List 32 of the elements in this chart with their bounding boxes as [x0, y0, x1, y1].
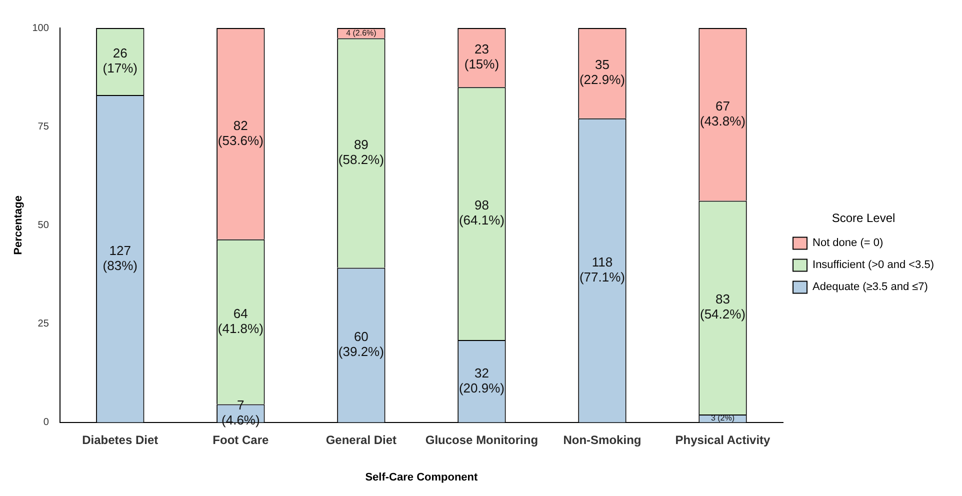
- x-tick-label: Physical Activity: [675, 432, 771, 447]
- data-label: 3 (2%): [710, 414, 735, 423]
- y-tick-label: 0: [43, 417, 50, 428]
- y-tick-label: 50: [38, 220, 50, 231]
- legend-label: Not done (= 0): [812, 237, 884, 250]
- y-tick-label: 100: [32, 22, 50, 34]
- x-axis-title: Self-Care Component: [365, 471, 478, 484]
- x-tick-label: Diabetes Diet: [82, 432, 158, 447]
- x-tick-label: Non-Smoking: [563, 432, 642, 447]
- legend-label: Adequate (≥3.5 and ≤7): [812, 281, 928, 294]
- data-label: 118 (77.1%): [579, 254, 625, 284]
- data-label: 60 (39.2%): [338, 329, 384, 360]
- data-label: 89 (58.2%): [338, 137, 384, 168]
- data-label: 23 (15%): [464, 42, 500, 72]
- y-tick-label: 25: [38, 318, 50, 330]
- x-tick-label: Glucose Monitoring: [425, 432, 538, 447]
- data-label: 98 (64.1%): [458, 198, 504, 228]
- legend-label: Insufficient (>0 and <3.5): [812, 259, 934, 272]
- data-label: 83 (54.2%): [700, 292, 746, 322]
- x-tick-label: General Diet: [326, 432, 397, 447]
- data-label: 35 (22.9%): [579, 57, 625, 88]
- data-label: 64 (41.8%): [218, 306, 264, 336]
- data-label: 4 (2.6%): [346, 28, 377, 38]
- x-tick-label: Foot Care: [212, 432, 269, 447]
- y-axis-title: Percentage: [12, 196, 25, 255]
- data-label: 82 (53.6%): [218, 118, 264, 148]
- legend-title: Score Level: [832, 211, 896, 226]
- data-label: 26 (17%): [102, 46, 138, 76]
- data-label: 67 (43.8%): [700, 98, 746, 128]
- y-tick-label: 75: [38, 121, 50, 132]
- data-label: 32 (20.9%): [458, 365, 504, 396]
- data-label: 127 (83%): [102, 242, 138, 273]
